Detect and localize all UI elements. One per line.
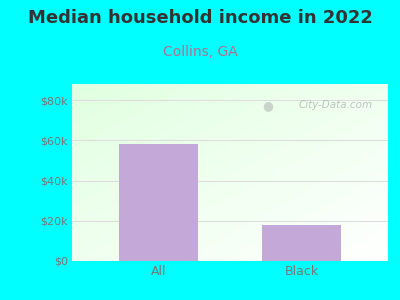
Bar	[119, 144, 198, 261]
Text: Collins, GA: Collins, GA	[163, 45, 237, 59]
Text: ●: ●	[262, 99, 273, 112]
Text: City-Data.com: City-Data.com	[298, 100, 372, 110]
Bar	[262, 225, 341, 261]
Text: Median household income in 2022: Median household income in 2022	[28, 9, 372, 27]
